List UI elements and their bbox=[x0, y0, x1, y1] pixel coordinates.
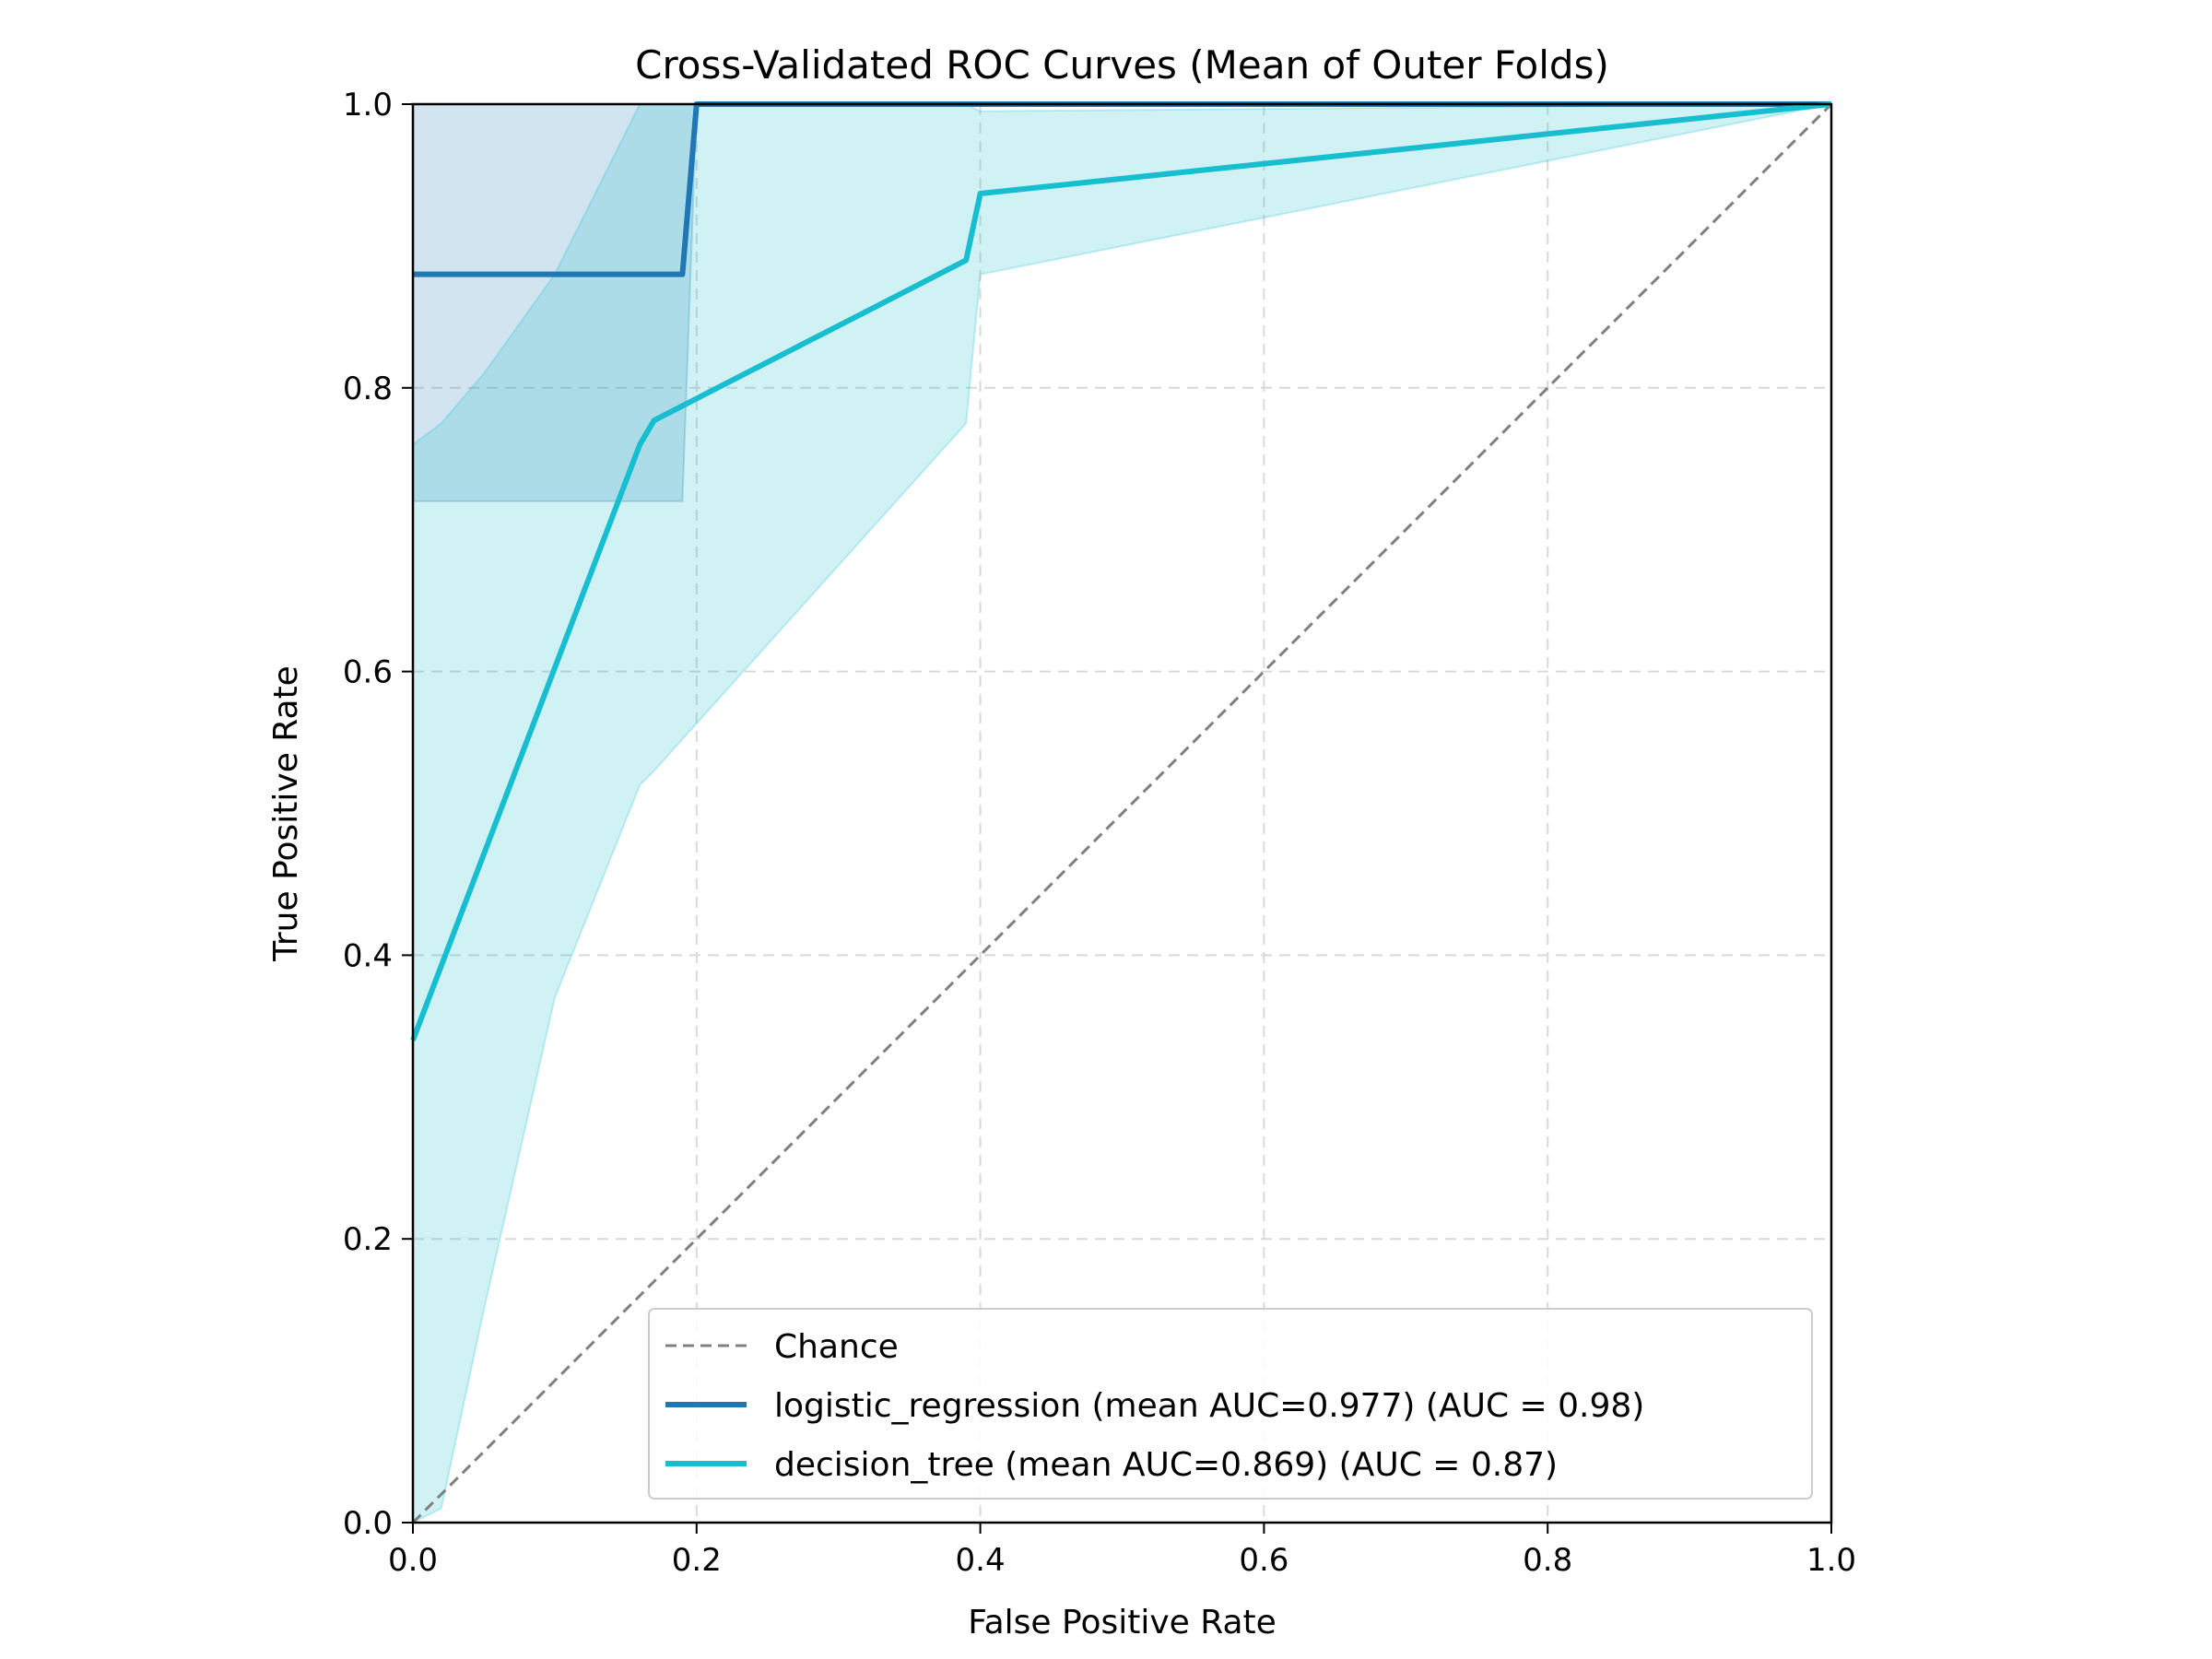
y-tick-label: 0.2 bbox=[343, 1221, 393, 1258]
plot-frame bbox=[411, 102, 1833, 1524]
legend: Chance logistic_regression (mean AUC=0.97… bbox=[648, 1308, 1813, 1500]
y-tick-label: 1.0 bbox=[343, 87, 393, 124]
tick-layer: 0.0 0.2 0.4 0.6 0.8 1.0 0.0 0.2 0.4 0.6 0.8 1.0 bbox=[343, 87, 1856, 1579]
legend-label-1: logistic_regression (mean AUC=0.977) (AU… bbox=[774, 1387, 1644, 1425]
x-tick-label: 0.0 bbox=[388, 1542, 438, 1579]
y-tick-label: 0.4 bbox=[343, 937, 393, 974]
series-line-2 bbox=[410, 101, 1832, 1041]
legend-box bbox=[648, 1308, 1813, 1500]
x-tick-label: 1.0 bbox=[1806, 1542, 1856, 1579]
series-line-0 bbox=[411, 102, 1833, 1524]
x-tick-label: 0.8 bbox=[1523, 1542, 1572, 1579]
series-band-2 bbox=[412, 103, 1832, 1524]
x-tick-label: 0.6 bbox=[1239, 1542, 1288, 1579]
chart-title: Cross-Validated ROC Curves (Mean of Oute… bbox=[635, 42, 1609, 88]
y-tick-label: 0.0 bbox=[343, 1505, 393, 1542]
x-tick-label: 0.4 bbox=[956, 1542, 1006, 1579]
y-axis-label: True Positive Rate bbox=[267, 665, 305, 962]
y-tick-label: 0.6 bbox=[343, 654, 393, 691]
y-tick-label: 0.8 bbox=[343, 371, 393, 407]
legend-label-2: decision_tree (mean AUC=0.869) (AUC = 0.… bbox=[774, 1446, 1558, 1484]
x-tick-label: 0.2 bbox=[672, 1542, 722, 1579]
x-axis-label: False Positive Rate bbox=[968, 1604, 1277, 1641]
legend-label-0: Chance bbox=[774, 1328, 899, 1366]
